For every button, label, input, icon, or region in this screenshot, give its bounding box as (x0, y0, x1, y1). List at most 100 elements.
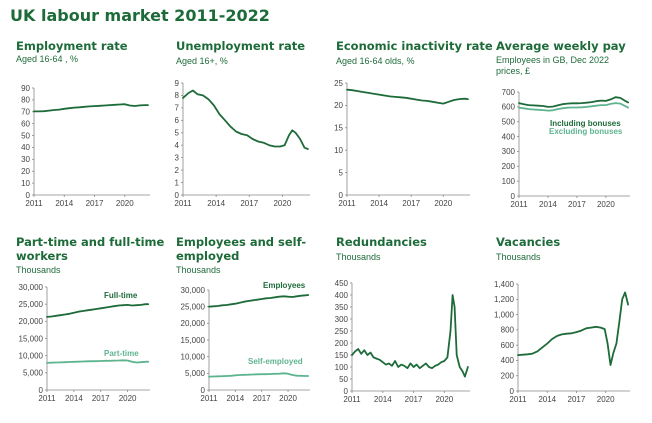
x-tick-label: 2011 (510, 200, 528, 209)
page-title: UK labour market 2011-2022 (10, 6, 270, 25)
chart-redundancies: Redundancies Thousands 0 50 100 150 200 250 300 3… (335, 235, 470, 404)
y-tick-label: 500 (502, 118, 516, 127)
x-tick-label: 2014 (538, 395, 556, 404)
x-tick-label: 2011 (343, 395, 361, 404)
y-tick-label: 50 (21, 131, 30, 140)
chart-vacancies: Vacancies Thousands 0 200 400 600 800 1,000 1,20… (494, 235, 630, 404)
chart-title: employed (176, 249, 239, 263)
y-tick-label: 20,000 (181, 319, 206, 328)
y-tick-label: 60 (21, 119, 30, 128)
y-tick-label: 400 (335, 291, 349, 300)
x-tick-label: 2014 (226, 394, 244, 403)
chart-title: Employment rate (16, 39, 128, 53)
y-tick-label: 9 (175, 79, 180, 88)
x-tick-label: 2017 (253, 394, 271, 403)
chart-subtitle: Employees in GB, Dec 2022 (496, 55, 609, 65)
y-tick-label: 5 (175, 129, 180, 138)
series-line (33, 103, 149, 113)
chart-title: Economic inactivity rate (336, 39, 493, 53)
y-tick-label: 0 (175, 191, 180, 200)
y-tick-label: 3 (175, 153, 180, 162)
series-line (518, 102, 629, 112)
y-tick-label: 200 (501, 372, 515, 381)
x-tick-label: 2014 (207, 199, 225, 208)
x-tick-label: 2020 (116, 199, 134, 208)
x-tick-label: 2017 (405, 395, 423, 404)
series-line (208, 372, 310, 378)
series-line (517, 291, 629, 366)
x-tick-label: 2014 (370, 199, 388, 208)
y-tick-label: 50 (339, 375, 348, 384)
y-tick-label: 300 (335, 315, 349, 324)
chart-title: Employees and self- (176, 235, 306, 249)
series-label: Part-time (104, 349, 139, 358)
y-tick-label: 800 (501, 326, 515, 335)
y-tick-label: 10,000 (19, 351, 44, 360)
y-tick-label: 70 (21, 108, 30, 117)
chart-title: Average weekly pay (496, 39, 626, 53)
y-tick-label: 1,400 (494, 280, 515, 289)
chart-subtitle: Aged 16-64 olds, % (336, 56, 415, 66)
y-tick-label: 200 (335, 339, 349, 348)
series-label: Self-employed (248, 357, 303, 366)
chart-title: Redundancies (336, 235, 427, 249)
x-tick-label: 2020 (119, 394, 137, 403)
y-tick-label: 15,000 (181, 336, 206, 345)
x-tick-label: 2011 (38, 394, 56, 403)
y-tick-label: 0 (339, 191, 344, 200)
y-tick-label: 2 (175, 166, 180, 175)
y-tick-label: 1 (175, 178, 180, 187)
y-tick-label: 80 (21, 96, 30, 105)
chart-inactivity: Economic inactivity rate Aged 16-64 olds,… (334, 39, 493, 208)
x-tick-label: 2017 (86, 199, 104, 208)
y-tick-label: 8 (175, 91, 180, 100)
x-tick-label: 2014 (539, 200, 557, 209)
y-tick-label: 0 (26, 191, 31, 200)
y-tick-label: 20,000 (19, 317, 44, 326)
y-tick-label: 400 (501, 356, 515, 365)
y-tick-label: 0 (511, 192, 516, 201)
y-tick-label: 6 (175, 116, 180, 125)
x-tick-label: 2011 (25, 199, 43, 208)
y-tick-label: 15 (334, 124, 343, 133)
x-tick-label: 2011 (509, 395, 527, 404)
series-line (518, 96, 629, 108)
y-tick-label: 100 (335, 363, 349, 372)
x-tick-label: 2011 (174, 199, 192, 208)
y-tick-label: 20 (334, 101, 343, 110)
chart-subtitle: Thousands (176, 265, 221, 275)
y-tick-label: 20 (21, 167, 30, 176)
chart-title: Part-time and full-time (16, 235, 164, 249)
y-tick-label: 25,000 (181, 302, 206, 311)
chart-title: Unemployment rate (176, 39, 305, 53)
x-tick-label: 2020 (273, 199, 291, 208)
chart-subtitle: Aged 16+, % (176, 56, 228, 66)
y-tick-label: 10 (334, 146, 343, 155)
x-tick-label: 2017 (240, 199, 258, 208)
chart-subtitle: Thousands (336, 252, 381, 262)
x-tick-label: 2014 (65, 394, 83, 403)
x-tick-label: 2011 (200, 394, 218, 403)
series-line (182, 89, 309, 150)
x-tick-label: 2017 (92, 394, 110, 403)
y-tick-label: 25 (334, 79, 343, 88)
y-tick-label: 100 (502, 177, 516, 186)
y-tick-label: 30,000 (19, 283, 44, 292)
chart-subtitle: prices, £ (496, 66, 530, 76)
y-tick-label: 40 (21, 143, 30, 152)
y-tick-label: 700 (502, 88, 516, 97)
chart-unemployment: Unemployment rate Aged 16+, % 0 1 2 3 4 5 6 7 8 9 20… (174, 39, 310, 208)
x-tick-label: 2017 (402, 199, 420, 208)
y-tick-label: 15,000 (19, 334, 44, 343)
y-tick-label: 5,000 (23, 369, 44, 378)
y-tick-label: 400 (502, 132, 516, 141)
series-label: Excluding bonuses (549, 127, 623, 136)
chart-employees: Employees and self-employed Thousands 0 5,0… (176, 235, 310, 403)
y-tick-label: 350 (335, 303, 349, 312)
y-tick-label: 0 (510, 387, 515, 396)
y-tick-label: 0 (344, 387, 349, 396)
x-tick-label: 2011 (338, 199, 356, 208)
y-tick-label: 30 (21, 155, 30, 164)
x-tick-label: 2017 (568, 395, 586, 404)
